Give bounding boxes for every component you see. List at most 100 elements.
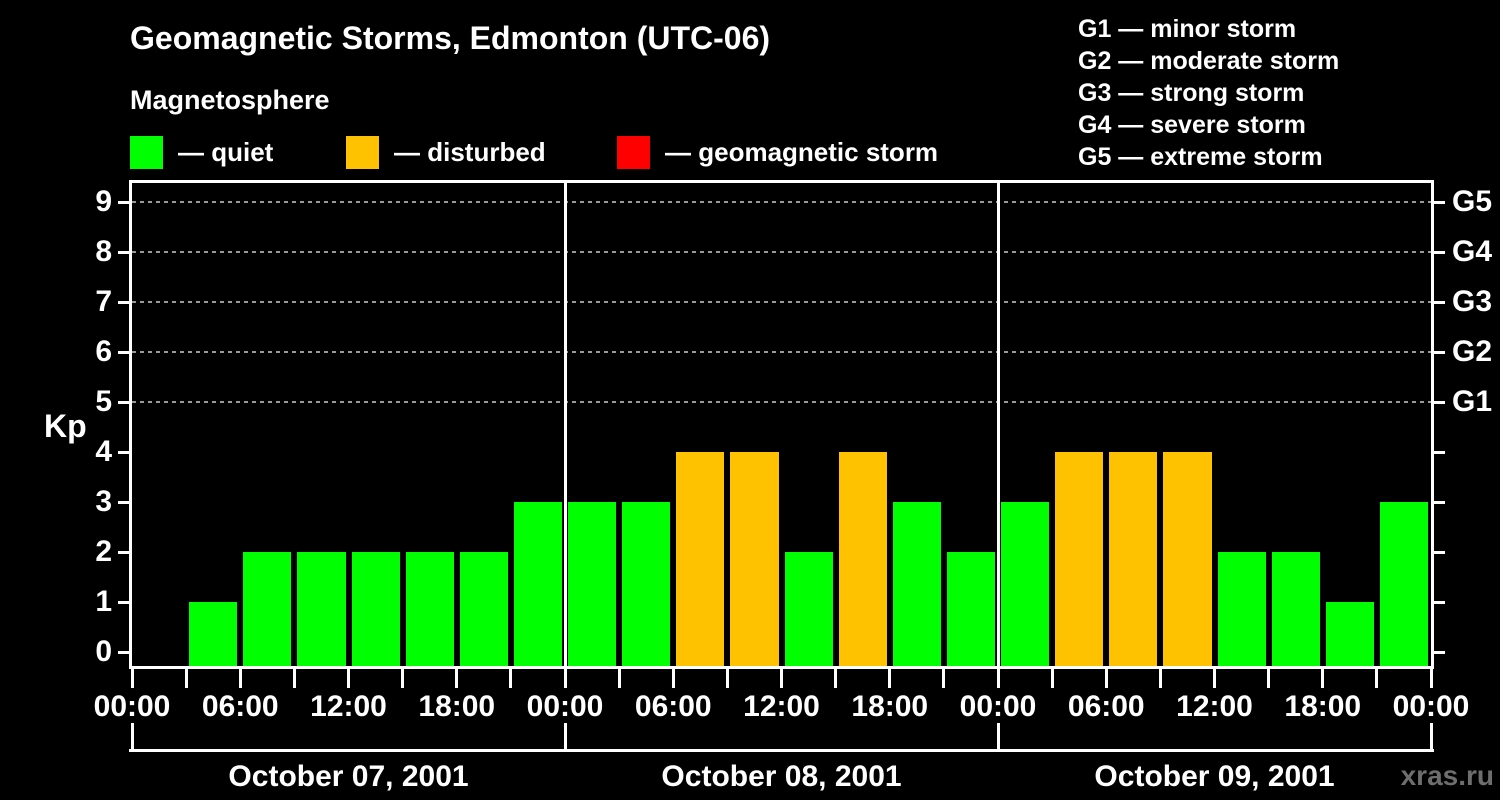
- y-axis-tick-label: 8: [95, 235, 112, 268]
- legend-swatch-disturbed: [346, 135, 379, 169]
- x-axis-tick: [1375, 669, 1379, 688]
- kp-bar: [189, 602, 238, 666]
- right-axis-tick: [1434, 200, 1445, 204]
- kp-bar: [1325, 602, 1374, 666]
- y-axis-tick: [118, 350, 129, 354]
- kp-gridline: [132, 251, 1431, 253]
- right-axis-tick: [1434, 600, 1445, 604]
- kp-gridline: [132, 401, 1431, 403]
- right-axis-tick: [1434, 250, 1445, 254]
- x-axis-tick: [347, 669, 350, 688]
- date-bracket-tick: [1429, 723, 1433, 752]
- kp-bar: [405, 552, 454, 666]
- y-axis-tick: [118, 400, 129, 404]
- x-axis-tick: [563, 669, 567, 688]
- kp-bar: [459, 552, 508, 666]
- x-axis-tick-label: 06:00: [1067, 690, 1145, 723]
- x-axis-tick: [509, 669, 513, 688]
- y-axis-tick-label: 4: [95, 435, 112, 468]
- y-axis-tick-label: 7: [95, 285, 112, 318]
- kp-gridline: [132, 201, 1431, 203]
- x-axis-tick: [725, 669, 729, 688]
- chart-subtitle: Magnetosphere: [130, 85, 330, 115]
- y-axis-title: Kp: [44, 408, 87, 444]
- x-axis-tick-label: 00:00: [959, 690, 1037, 723]
- x-axis-tick-label: 06:00: [201, 690, 279, 723]
- y-axis-tick-label: 0: [95, 635, 112, 668]
- y-axis-tick-label: 3: [95, 485, 112, 518]
- kp-bar: [784, 552, 833, 666]
- date-label: October 09, 2001: [1094, 760, 1335, 793]
- day-divider: [996, 183, 1000, 666]
- x-axis-tick-label: 18:00: [418, 690, 496, 723]
- kp-bar: [1055, 452, 1104, 666]
- x-axis-tick: [130, 669, 134, 688]
- right-axis-label-g2: G2: [1452, 335, 1493, 368]
- kp-bar: [1217, 552, 1266, 666]
- x-axis-tick: [1429, 669, 1433, 688]
- x-axis-tick-label: 00:00: [1392, 690, 1470, 723]
- watermark: xras.ru: [1400, 760, 1494, 791]
- y-axis-tick: [118, 500, 129, 504]
- plot-area: [129, 180, 1434, 669]
- kp-gridline: [132, 351, 1431, 353]
- date-bracket-tick: [563, 723, 567, 752]
- legend-swatch-storm: [617, 135, 650, 169]
- g-legend-line: G1 — minor storm: [1078, 15, 1297, 43]
- kp-bar: [297, 552, 346, 666]
- x-axis-tick: [1050, 669, 1054, 688]
- x-axis-tick-label: 00:00: [93, 690, 171, 723]
- kp-gridline: [132, 301, 1431, 303]
- right-axis-tick: [1434, 300, 1445, 304]
- date-bracket-line: [129, 749, 1434, 752]
- g-legend-line: G3 — strong storm: [1078, 79, 1305, 107]
- kp-bar: [1379, 502, 1428, 666]
- right-axis-tick: [1434, 350, 1445, 354]
- kp-bar: [351, 552, 400, 666]
- y-axis-tick: [118, 300, 129, 304]
- g-legend-line: G2 — moderate storm: [1078, 47, 1340, 75]
- legend-label-quiet: — quiet: [178, 136, 274, 167]
- x-axis-tick-label: 18:00: [851, 690, 929, 723]
- x-axis-tick: [1321, 669, 1325, 688]
- x-axis-tick-label: 12:00: [1176, 690, 1253, 723]
- y-axis-tick: [118, 250, 129, 254]
- kp-bar: [1163, 452, 1212, 666]
- kp-bar: [513, 502, 562, 666]
- kp-bar: [1271, 552, 1320, 666]
- x-axis-tick: [184, 669, 188, 688]
- date-label: October 08, 2001: [661, 760, 902, 793]
- kp-bar: [1001, 502, 1050, 666]
- x-axis-tick: [1213, 669, 1216, 688]
- kp-bar: [838, 452, 887, 666]
- right-axis-tick: [1434, 650, 1445, 654]
- legend-swatch-quiet: [130, 135, 163, 169]
- y-axis-tick: [118, 600, 129, 604]
- y-axis-tick-label: 5: [95, 385, 112, 418]
- right-axis-tick: [1434, 400, 1445, 404]
- x-axis-tick: [238, 669, 242, 688]
- x-axis-tick-label: 12:00: [310, 690, 387, 723]
- y-axis-tick: [118, 650, 129, 654]
- date-label: October 07, 2001: [228, 760, 469, 793]
- kp-bar: [676, 452, 725, 666]
- y-axis-tick-label: 1: [95, 585, 112, 618]
- legend-item-quiet: — quiet: [130, 135, 273, 169]
- y-axis-tick-label: 9: [95, 185, 112, 218]
- x-axis-tick: [834, 669, 838, 688]
- y-axis-tick: [118, 450, 129, 454]
- kp-bar: [622, 502, 671, 666]
- day-divider: [563, 183, 567, 666]
- y-axis-tick: [118, 200, 129, 204]
- kp-bar: [243, 552, 292, 666]
- kp-bar: [1109, 452, 1158, 666]
- x-axis-tick: [292, 669, 296, 688]
- date-bracket-tick: [996, 723, 1000, 752]
- x-axis-tick: [1158, 669, 1162, 688]
- kp-bar: [946, 552, 995, 666]
- x-axis-tick-label: 12:00: [743, 690, 820, 723]
- right-axis-tick: [1434, 500, 1445, 504]
- x-axis-tick: [1104, 669, 1108, 688]
- right-axis-label-g5: G5: [1452, 185, 1493, 218]
